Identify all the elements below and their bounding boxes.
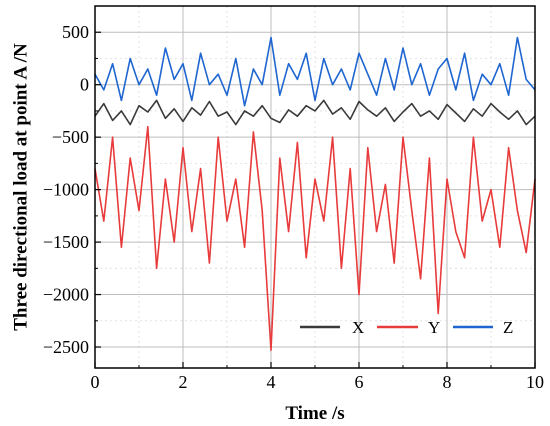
x-axis-title: Time /s: [285, 403, 344, 424]
legend-label-x: X: [352, 318, 364, 337]
legend-label-y: Y: [428, 318, 440, 337]
x-tick-label: 2: [179, 372, 188, 392]
y-tick-label: −1500: [43, 232, 89, 252]
y-tick-label: −2500: [43, 337, 89, 357]
series-line-y: [94, 125, 536, 352]
series-line-x: [94, 99, 536, 126]
y-tick-label: −1000: [43, 180, 89, 200]
x-tick-label: 6: [355, 372, 364, 392]
y-tick-label: 0: [80, 75, 89, 95]
y-tick-label: −2000: [43, 285, 89, 305]
x-tick-label: 10: [526, 372, 544, 392]
x-tick-label: 0: [91, 372, 100, 392]
y-tick-label: −500: [52, 127, 89, 147]
series-line-z: [94, 36, 536, 107]
tick-labels: 0 2 4 6 8 10 500 0 −500 −1000 −1500 −2000 −2500: [43, 22, 544, 392]
y-tick-label: 500: [62, 22, 89, 42]
legend-label-z: Z: [503, 318, 513, 337]
legend: X Y Z: [300, 318, 513, 337]
tick-marks: [94, 31, 536, 368]
series-group: [94, 36, 536, 352]
y-axis-title: Three directional load at point A /N: [10, 43, 31, 331]
x-tick-label: 4: [267, 372, 276, 392]
x-tick-label: 8: [443, 372, 452, 392]
